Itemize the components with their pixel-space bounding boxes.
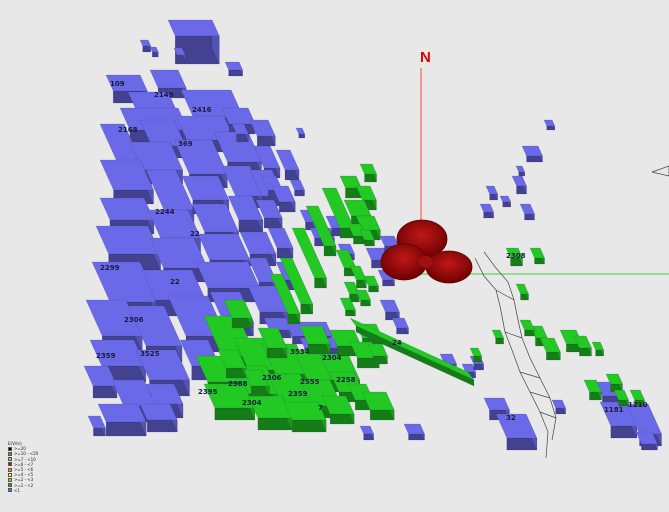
building-label: 2555: [300, 378, 320, 386]
building-label: 2359: [96, 352, 116, 360]
building-label: 32: [506, 414, 516, 422]
antenna-radiation-pattern: [380, 219, 473, 284]
legend-swatch: [8, 472, 12, 477]
legend-item: >=1 - <2: [8, 483, 38, 488]
legend-list: >=20 >=10 - <20 >=7 - <10 >=6 - <7 >=5 - <6 >…: [8, 446, 38, 493]
legend-label: >=4 - <5: [14, 472, 34, 478]
legend-swatch: [8, 451, 12, 456]
legend-item: >=7 - <10: [8, 457, 38, 462]
building-label: 24: [392, 339, 402, 347]
legend-swatch: [8, 467, 12, 472]
legend-swatch: [8, 462, 12, 467]
legend-item: >=20: [8, 446, 38, 451]
building-label: 1210: [628, 401, 648, 409]
building-blocks: [83, 19, 662, 451]
legend-label: >=5 - <6: [14, 466, 34, 472]
legend-title: E(V/m): [8, 441, 22, 446]
building-label: 109: [110, 80, 125, 88]
building-label: 2306: [262, 374, 282, 382]
building-label: 3534: [290, 348, 310, 356]
legend-item: >=6 - <7: [8, 462, 38, 467]
building-label: 369: [178, 140, 193, 148]
legend-label: >=1 - <2: [14, 482, 34, 488]
building-label: 2149: [154, 91, 174, 99]
legend-item: >=2 - <3: [8, 477, 38, 482]
legend-swatch: [8, 477, 12, 482]
building-label: 22: [190, 230, 200, 238]
legend-label: >=20: [14, 446, 26, 452]
legend-label: >=10 - <20: [14, 451, 39, 457]
building-label: 2416: [192, 106, 212, 114]
north-label: N: [420, 49, 431, 66]
building-label: 2168: [118, 126, 138, 134]
legend-label: <1: [14, 487, 20, 493]
building-label: 2304: [242, 399, 262, 407]
building-label: 3525: [140, 350, 160, 358]
building-label: 2258: [336, 376, 356, 384]
building-labels: 109 2149 2416 2168 369 2244 22 2299 2306 2359 3525…: [96, 80, 648, 422]
street-outline: [474, 165, 669, 459]
building-label: 2395: [198, 388, 218, 396]
building-label: 22: [170, 278, 180, 286]
legend-label: >=6 - <7: [14, 461, 34, 467]
building-label: 7: [318, 404, 323, 412]
legend-label: >=7 - <10: [14, 456, 36, 462]
building-label: 2359: [288, 390, 308, 398]
legend-item: >=4 - <5: [8, 472, 38, 477]
legend-swatch: [8, 483, 12, 488]
building-label: 2306: [124, 316, 144, 324]
building-label: 2308: [506, 252, 526, 260]
building-label: 2244: [155, 208, 175, 216]
building-label: 2388: [228, 380, 248, 388]
field-strength-legend: E(V/m) >=20 >=10 - <20 >=7 - <10 >=6 - <7 >=…: [8, 441, 38, 493]
building-label: 2299: [100, 264, 120, 272]
building-label: 2304: [322, 354, 342, 362]
legend-swatch: [8, 446, 12, 451]
building-label: 1181: [604, 406, 624, 414]
legend-item: >=10 - <20: [8, 451, 38, 456]
legend-label: >=2 - <3: [14, 477, 34, 483]
legend-item: <1: [8, 488, 38, 493]
legend-swatch: [8, 457, 12, 462]
legend-item: >=5 - <6: [8, 467, 38, 472]
legend-swatch: [8, 488, 12, 493]
